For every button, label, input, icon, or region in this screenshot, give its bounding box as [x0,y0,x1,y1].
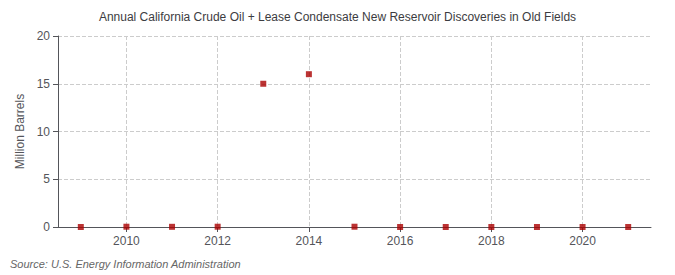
svg-text:2014: 2014 [296,234,323,248]
svg-text:2016: 2016 [387,234,414,248]
svg-text:2012: 2012 [204,234,231,248]
svg-text:15: 15 [37,77,51,91]
svg-text:Million Barrels: Million Barrels [13,94,27,169]
svg-text:10: 10 [37,125,51,139]
svg-text:2010: 2010 [113,234,140,248]
svg-text:5: 5 [43,172,50,186]
svg-text:0: 0 [43,220,50,234]
svg-text:2018: 2018 [478,234,505,248]
svg-text:Source: U.S. Energy Informatio: Source: U.S. Energy Information Administ… [10,258,241,270]
svg-text:Annual California Crude Oil +: Annual California Crude Oil + Lease Cond… [99,10,576,24]
svg-text:20: 20 [37,29,51,43]
svg-text:2020: 2020 [569,234,596,248]
